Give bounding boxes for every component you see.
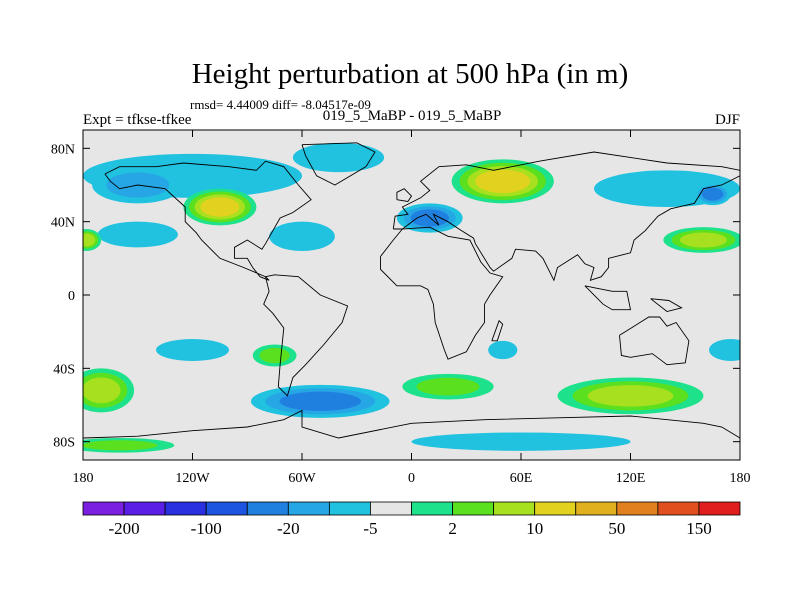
- coastline-3: [392, 151, 740, 282]
- y-tick-label-4: 80S: [53, 436, 75, 451]
- x-axis: 180 120W 60W 0 60E 120E 180: [73, 130, 751, 486]
- coastline-layer: [83, 142, 740, 439]
- colorbar-swatch-15: [698, 501, 741, 516]
- colorbar-label-5: 10: [526, 519, 543, 538]
- colorbar-label-0: -200: [108, 519, 139, 538]
- y-axis: 80N 40N 0 40S 80S: [51, 142, 740, 451]
- contour-south-atlantic-green-level-9: [416, 377, 480, 396]
- colorbar-swatch-7: [370, 501, 412, 516]
- stats-label: rmsd= 4.44009 diff= -8.04517e-09: [190, 97, 371, 112]
- colorbar-swatch-13: [616, 501, 659, 516]
- colorbar-label-2: -20: [277, 519, 300, 538]
- colorbar-swatch-10: [493, 501, 536, 516]
- y-tick-label-0: 80N: [51, 142, 75, 157]
- colorbar-label-1: -100: [191, 519, 222, 538]
- contour-south-pacific-green-level-9: [259, 347, 290, 364]
- coastline-2: [301, 142, 376, 186]
- contour-north-america-ridge-level-11: [200, 197, 240, 217]
- colorbar-swatch-4: [246, 501, 289, 516]
- coastline-4: [380, 226, 504, 360]
- contour-antarctic-band-green-level-9: [83, 440, 158, 451]
- contour-north-atlantic-band-level-6: [292, 142, 385, 173]
- contour-southern-ocean-high-west-level-10: [83, 377, 121, 404]
- x-tick-label-4: 60E: [510, 471, 533, 486]
- colorbar-swatch-2: [164, 501, 207, 516]
- contour-siberia-low-level-4: [701, 187, 724, 201]
- colorbar-label-4: 2: [448, 519, 457, 538]
- contour-atlantic-cyan-level-6: [269, 221, 335, 251]
- y-tick-label-3: 40S: [53, 362, 75, 377]
- chart-title: Height perturbation at 500 hPa (in m): [192, 58, 629, 90]
- colorbar-swatch-9: [452, 501, 495, 516]
- coastline-7: [83, 409, 740, 439]
- contour-south-africa-cyan-level-6: [488, 340, 518, 360]
- coastline-1: [263, 274, 349, 397]
- coastline-0: [104, 160, 312, 281]
- colorbar: -200 -100 -20 -5 2 10 50 150: [82, 501, 741, 538]
- contour-southern-ocean-high-east-level-10: [587, 385, 674, 407]
- coastline-9: [650, 298, 683, 312]
- colorbar-label-3: -5: [363, 519, 377, 538]
- contour-south-pacific-cyan-level-6: [156, 339, 229, 361]
- contour-south-pacific-east-cyan-level-6: [708, 339, 740, 361]
- coastline-6: [491, 319, 504, 342]
- colorbar-swatch-1: [123, 501, 166, 516]
- x-tick-label-0: 180: [73, 471, 94, 486]
- x-tick-label-1: 120W: [175, 471, 210, 486]
- x-tick-label-2: 60W: [288, 471, 316, 486]
- contour-fill-layer: [83, 142, 740, 453]
- contour-central-pacific-cyan-level-6: [97, 221, 178, 248]
- x-tick-label-3: 0: [408, 471, 415, 486]
- contour-dateline-high-west-level-10: [83, 233, 96, 247]
- contour-eurasia-ridge-level-11: [475, 169, 531, 194]
- contour-southern-ocean-low-level-4: [279, 391, 361, 412]
- y-tick-label-1: 40N: [51, 216, 75, 231]
- colorbar-swatch-11: [534, 501, 577, 516]
- coastline-8: [584, 285, 632, 311]
- x-tick-label-5: 120E: [616, 471, 646, 486]
- y-tick-label-2: 0: [68, 289, 75, 304]
- coastline-10: [396, 188, 413, 202]
- x-tick-label-6: 180: [730, 471, 751, 486]
- experiment-label: Expt = tfkse-tfkee: [83, 112, 192, 128]
- coastline-5: [619, 316, 690, 366]
- colorbar-swatch-5: [287, 501, 330, 516]
- center-label: 019_5_MaBP - 019_5_MaBP: [323, 108, 502, 124]
- colorbar-swatch-0: [82, 501, 125, 516]
- contour-antarctic-band-cyan-level-6: [411, 432, 631, 451]
- colorbar-swatch-12: [575, 501, 618, 516]
- colorbar-swatch-6: [328, 501, 371, 516]
- map-area: [83, 130, 740, 460]
- colorbar-swatch-3: [205, 501, 248, 516]
- colorbar-swatch-14: [657, 501, 700, 516]
- season-label: DJF: [715, 112, 740, 128]
- contour-north-pacific-high-level-10: [679, 232, 728, 248]
- colorbar-label-7: 150: [686, 519, 712, 538]
- colorbar-swatch-8: [411, 501, 453, 516]
- colorbar-label-6: 50: [608, 519, 625, 538]
